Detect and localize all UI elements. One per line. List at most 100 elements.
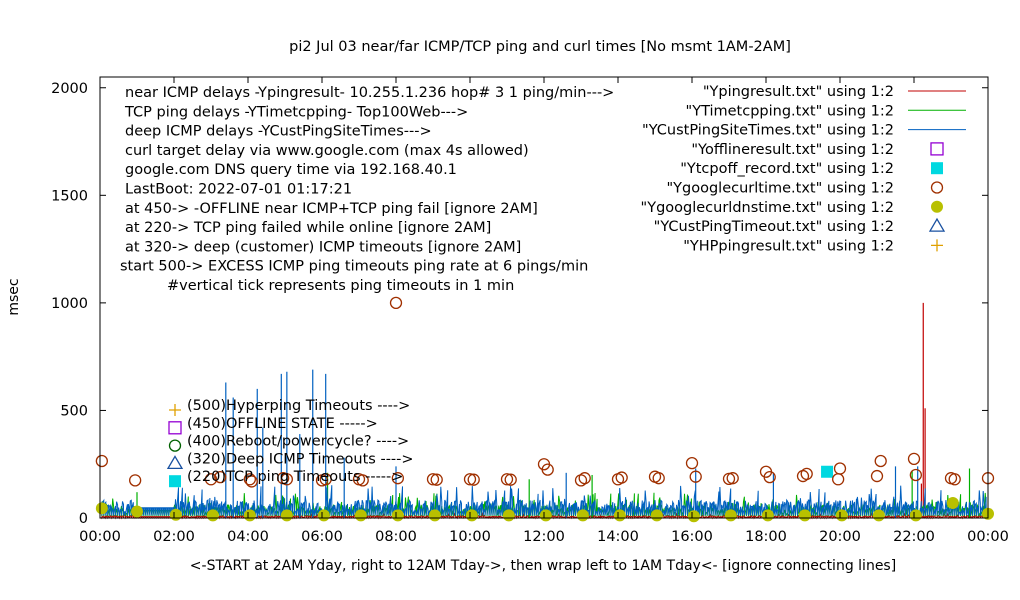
key-marker — [169, 475, 181, 488]
data-point — [243, 473, 257, 486]
y-tick-label: 1500 — [51, 188, 88, 204]
x-tick-label: 12:00 — [523, 529, 565, 545]
data-point — [650, 509, 663, 522]
annotation-line: deep ICMP delays -YCustPingSiteTimes---> — [125, 124, 432, 140]
legend-label: "Ygooglecurldnstime.txt" using 1:2 — [641, 200, 894, 216]
data-point — [95, 454, 108, 468]
x-tick-label: 22:00 — [893, 529, 935, 545]
key-marker — [168, 421, 182, 435]
data-point — [463, 473, 477, 486]
data-point — [615, 471, 628, 484]
timeout-key-block: (500)Hyperping Timeouts ----> (450)OFFLIN… — [166, 398, 414, 488]
annotation-block: near ICMP delays -Ypingresult- 10.255.1.… — [120, 85, 614, 294]
x-tick-label: 00:00 — [967, 529, 1009, 545]
x-tick-label: 00:00 — [79, 529, 121, 545]
data-point — [798, 509, 811, 522]
x-tick-label: 20:00 — [819, 529, 861, 545]
data-point — [428, 509, 441, 522]
data-point — [391, 509, 404, 522]
legend-swatch — [931, 162, 943, 175]
annotation-line: curl target delay via www.google.com (ma… — [125, 143, 529, 159]
x-tick-label: 08:00 — [375, 529, 417, 545]
y-tick-label: 2000 — [51, 81, 88, 97]
legend: "Ypingresult.txt" using 1:2 "YTimetcpping… — [641, 84, 966, 254]
legend-label: "YTimetcpping.txt" using 1:2 — [686, 103, 894, 119]
data-point — [689, 470, 702, 483]
annotation-line: google.com DNS query time via 192.168.40… — [125, 162, 457, 178]
data-point — [243, 509, 256, 522]
key-label: (320)Deep ICMP Timeouts ----> — [187, 451, 414, 467]
data-point — [131, 505, 143, 518]
y-tick-label: 500 — [60, 403, 88, 419]
data-point — [280, 473, 294, 486]
data-point — [206, 509, 219, 522]
x-axis: 00:00 02:00 04:00 06:00 08:00 10:00 12:00 14:00… — [79, 77, 1009, 545]
data-point — [502, 509, 515, 522]
annotation-line: LastBoot: 2022-07-01 01:17:21 — [125, 182, 352, 198]
key-marker — [168, 439, 182, 452]
data-point — [539, 509, 552, 522]
data-point — [835, 509, 848, 522]
data-point — [685, 456, 699, 470]
data-point — [800, 467, 813, 481]
x-tick-label: 16:00 — [671, 529, 713, 545]
data-point — [909, 509, 922, 522]
data-point — [389, 296, 403, 310]
data-point — [245, 475, 258, 488]
data-point — [541, 463, 554, 476]
chart-title: pi2 Jul 03 near/far ICMP/TCP ping and cu… — [289, 39, 791, 55]
data-point — [687, 510, 700, 523]
data-point — [652, 472, 665, 485]
data-point — [214, 470, 227, 484]
annotation-line: #vertical tick represents ping timeouts … — [167, 278, 514, 294]
data-point — [391, 472, 405, 485]
legend-label: "YCustPingTimeout.txt" using 1:2 — [654, 219, 894, 235]
data-point — [426, 473, 440, 486]
annotation-line: near ICMP delays -Ypingresult- 10.255.1.… — [125, 85, 614, 101]
key-label: (400)Reboot/powercycle? ----> — [187, 434, 409, 450]
data-point — [833, 462, 847, 475]
annotation-line: at 320-> deep (customer) ICMP timeouts [… — [125, 239, 521, 255]
x-tick-label: 04:00 — [227, 529, 269, 545]
data-point — [128, 474, 142, 487]
data-point — [948, 473, 961, 486]
legend-label: "Ypingresult.txt" using 1:2 — [703, 84, 894, 100]
data-point — [872, 509, 885, 522]
legend-label: "Ygooglecurltime.txt" using 1:2 — [667, 181, 895, 197]
data-point — [465, 509, 478, 522]
annotation-line: TCP ping delays -YTimetcpping- Top100Web… — [124, 104, 468, 120]
data-point — [870, 469, 884, 483]
data-point — [317, 509, 330, 522]
data-point — [821, 465, 834, 478]
key-marker — [166, 455, 184, 470]
data-point — [95, 502, 108, 515]
data-point — [726, 472, 739, 485]
legend-label: "Yofflineresult.txt" using 1:2 — [691, 142, 894, 158]
key-label: (220)TCP ping Timeouts -----> — [187, 469, 403, 485]
annotation-line: at 220-> TCP ping failed while online [i… — [125, 220, 491, 236]
y-axis-label: msec — [6, 278, 22, 315]
data-point — [430, 473, 443, 486]
key-label: (500)Hyperping Timeouts ----> — [187, 398, 410, 414]
annotation-line: start 500-> EXCESS ICMP ping timeouts pi… — [120, 259, 588, 275]
legend-label: "YCustPingSiteTimes.txt" using 1:2 — [642, 123, 894, 139]
data-point — [946, 496, 959, 509]
data-point — [467, 473, 480, 486]
data-point — [280, 509, 293, 522]
x-tick-label: 18:00 — [745, 529, 787, 545]
data-point — [578, 472, 591, 485]
legend-swatch — [931, 239, 943, 252]
data-point — [832, 473, 845, 486]
y-axis: 0 500 1000 1500 2000 — [51, 81, 988, 527]
data-point — [169, 508, 182, 521]
data-point — [763, 470, 776, 484]
data-point — [874, 454, 887, 468]
x-tick-label: 14:00 — [597, 529, 639, 545]
x-tick-label: 10:00 — [449, 529, 491, 545]
data-point — [909, 468, 922, 482]
data-point — [724, 509, 737, 522]
data-point — [354, 509, 367, 522]
x-axis-label: <-START at 2AM Yday, right to 12AM Tday-… — [190, 558, 896, 574]
data-point — [500, 473, 514, 486]
